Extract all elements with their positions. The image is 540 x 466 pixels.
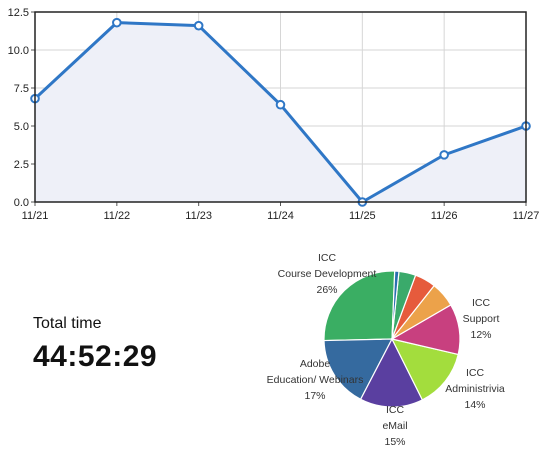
pie-slice[interactable] (323, 338, 394, 401)
total-time-value: 44:52:29 (33, 340, 158, 373)
pie-slice-label: ICC (386, 404, 405, 416)
plot-frame (34, 11, 527, 203)
y-tick-label: 0.0 (14, 197, 29, 209)
pie-slice-label: ICC (466, 367, 485, 379)
pie-slice-percent: 14% (464, 399, 485, 411)
x-tick-label: 11/24 (267, 210, 294, 222)
x-tick-label: 11/23 (185, 210, 212, 222)
series-area (35, 22, 526, 202)
data-point[interactable] (275, 99, 286, 110)
y-tick-label: 12.5 (8, 7, 29, 19)
data-point[interactable] (439, 150, 449, 160)
total-time-backdrop (103, 341, 221, 401)
pie-slice-label: eMail (382, 420, 407, 432)
pie-slice[interactable] (323, 270, 396, 342)
daily-hours-line-chart: 0.0 2.5 5.0 7.5 10.0 12.5 11/21 11/22 11/23 11/24… (8, 7, 540, 222)
x-tick-label: 11/21 (22, 210, 49, 222)
pie-slice-percent: 15% (384, 436, 405, 448)
pie-slice-percent: 12% (470, 329, 491, 341)
pie-slice-label: Support (463, 313, 500, 325)
x-tick-label: 11/22 (103, 210, 130, 222)
y-tick-label: 10.0 (8, 45, 29, 57)
pie-slice-label: ICC (318, 252, 337, 264)
x-tick-label: 11/26 (431, 210, 458, 222)
pie-slice-percent: 26% (316, 284, 337, 296)
pie-slice-label: ICC (472, 297, 491, 309)
y-tick-label: 5.0 (14, 121, 29, 133)
data-point[interactable] (112, 17, 122, 28)
pie-slice[interactable] (391, 270, 400, 340)
activity-pie-chart: ICC Course Development 26% Adobe Education/ … (267, 252, 505, 448)
pie-slice[interactable] (359, 337, 424, 408)
pie-slice-label: Administrivia (445, 383, 505, 395)
y-tick-label: 2.5 (14, 159, 29, 171)
pie-slice[interactable] (390, 338, 459, 401)
pie-slice-label: Education/ Webinars (267, 374, 364, 386)
pie-slice-label: Course Development (278, 268, 377, 280)
total-time-label: Total time (33, 315, 102, 332)
x-tick-label: 11/27 (513, 210, 540, 222)
data-point[interactable] (193, 20, 204, 31)
y-tick-label: 7.5 (14, 83, 29, 95)
pie-slice-label: Adobe (300, 358, 331, 370)
x-tick-label: 11/25 (349, 210, 376, 222)
pie-slice-percent: 17% (304, 390, 325, 402)
